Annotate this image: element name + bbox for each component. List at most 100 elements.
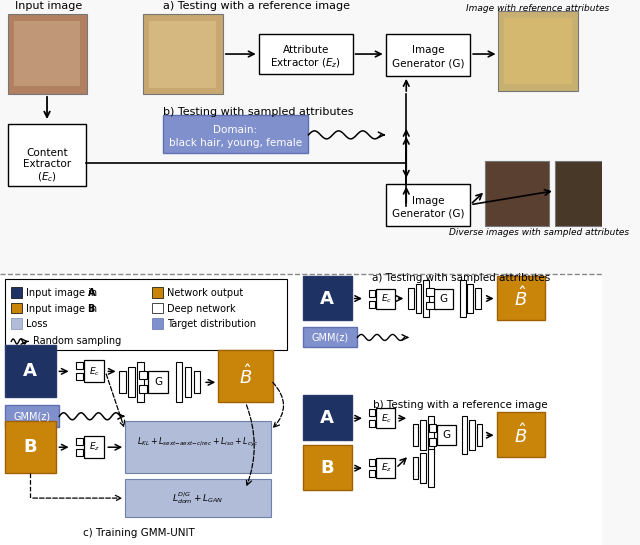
Text: Input image: Input image (15, 1, 83, 11)
Text: G: G (440, 294, 448, 304)
Text: B: B (321, 459, 334, 477)
Bar (148, 21, 216, 88)
Text: b) Testing with sampled attributes: b) Testing with sampled attributes (163, 107, 353, 117)
Text: c) Training GMM-UNIT: c) Training GMM-UNIT (83, 528, 195, 538)
Bar (125, 479, 271, 517)
Bar (477, 424, 483, 446)
Bar (176, 362, 182, 402)
Text: A: A (23, 362, 37, 380)
Bar (139, 371, 147, 379)
Bar (428, 449, 433, 487)
Bar (428, 416, 433, 454)
Text: Image: Image (412, 196, 444, 205)
Bar (385, 34, 470, 76)
Bar (420, 420, 426, 450)
Text: A: A (321, 289, 334, 307)
Text: Domain:: Domain: (213, 125, 257, 135)
Text: Attribute: Attribute (282, 45, 329, 55)
Bar (84, 360, 104, 383)
Bar (152, 287, 163, 298)
Text: Diverse images with sampled attributes: Diverse images with sampled attributes (449, 228, 629, 237)
Bar (0, 1, 602, 274)
Bar (475, 288, 481, 310)
Bar (504, 18, 572, 84)
Text: a) Testing with sampled attributes: a) Testing with sampled attributes (372, 272, 550, 282)
Text: A: A (88, 288, 95, 298)
Bar (0, 274, 602, 545)
Bar (4, 278, 287, 350)
Bar (139, 385, 147, 393)
Bar (555, 161, 619, 226)
Bar (426, 288, 433, 295)
Text: Input image in: Input image in (26, 304, 100, 313)
Text: Content: Content (26, 148, 68, 158)
Text: Deep network: Deep network (168, 304, 236, 313)
Bar (138, 362, 144, 402)
Bar (497, 276, 545, 320)
Bar (426, 301, 433, 310)
Bar (12, 318, 22, 330)
Bar (4, 405, 60, 427)
Text: $L^{D/G}_{dom}+L_{GAN}$: $L^{D/G}_{dom}+L_{GAN}$ (172, 490, 223, 506)
Text: G: G (443, 430, 451, 440)
Text: Random sampling: Random sampling (33, 336, 121, 347)
Bar (435, 288, 453, 308)
Text: $\hat{B}$: $\hat{B}$ (239, 365, 252, 388)
Text: G: G (154, 377, 162, 387)
Bar (152, 318, 163, 330)
Bar (385, 184, 470, 226)
Text: $(E_c)$: $(E_c)$ (37, 170, 57, 184)
Bar (129, 367, 135, 397)
Bar (120, 371, 126, 393)
Text: GMM(z): GMM(z) (13, 411, 51, 421)
Bar (369, 300, 375, 307)
Bar (376, 458, 395, 478)
Bar (429, 438, 436, 446)
Bar (259, 34, 353, 74)
Text: Generator (G): Generator (G) (392, 209, 464, 219)
Bar (376, 288, 395, 308)
Text: Extractor: Extractor (23, 159, 71, 169)
Bar (4, 346, 56, 397)
Text: Input image in: Input image in (26, 288, 100, 298)
Bar (76, 362, 83, 370)
Bar (185, 367, 191, 397)
Text: GMM(z): GMM(z) (312, 332, 349, 342)
Text: $E_z$: $E_z$ (381, 462, 392, 474)
Bar (8, 14, 88, 94)
Text: Target distribution: Target distribution (168, 319, 257, 330)
Bar (413, 457, 419, 479)
Bar (423, 280, 429, 318)
Text: Loss: Loss (26, 319, 48, 330)
Text: B: B (23, 438, 37, 456)
Bar (76, 373, 83, 380)
Text: $\hat{B}$: $\hat{B}$ (515, 287, 527, 311)
Bar (303, 276, 352, 320)
Bar (194, 371, 200, 393)
Bar (303, 395, 352, 440)
Bar (415, 283, 421, 313)
Bar (460, 280, 465, 318)
Bar (485, 161, 549, 226)
Bar (84, 436, 104, 458)
Text: black hair, young, female: black hair, young, female (168, 138, 301, 148)
Bar (437, 425, 456, 445)
Text: $E_z$: $E_z$ (90, 441, 100, 453)
Bar (152, 302, 163, 313)
Bar (461, 416, 467, 454)
Bar (4, 421, 56, 473)
Bar (12, 287, 22, 298)
Bar (467, 283, 473, 313)
Bar (143, 14, 223, 94)
Bar (408, 288, 414, 310)
Bar (369, 470, 375, 477)
Text: $L_{KL}+L_{s	ext{-}a	ext{-}c/rec}+L_{iso}+L_{cyc}$: $L_{KL}+L_{s ext{-}a ext{-}c/rec}+L_{iso… (137, 435, 259, 449)
Text: $E_c$: $E_c$ (381, 412, 392, 425)
Text: $E_c$: $E_c$ (90, 365, 100, 378)
Text: Extractor $(E_z)$: Extractor $(E_z)$ (270, 56, 341, 70)
Bar (429, 424, 436, 432)
Text: a) Testing with a reference image: a) Testing with a reference image (163, 1, 349, 11)
Text: $\hat{B}$: $\hat{B}$ (515, 423, 527, 447)
Bar (218, 350, 273, 402)
Text: A: A (321, 409, 334, 427)
